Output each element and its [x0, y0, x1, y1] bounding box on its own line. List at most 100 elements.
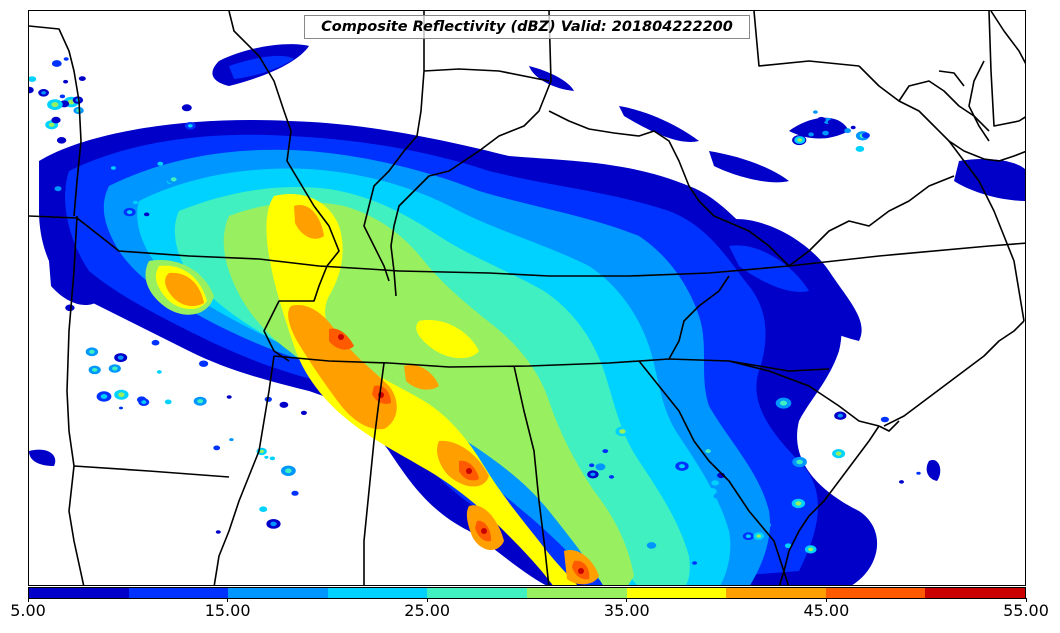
- reflectivity-map: [29, 11, 1025, 585]
- colorbar-segment: [427, 588, 527, 598]
- storm-cell: [51, 60, 62, 67]
- storm-cell: [300, 410, 307, 415]
- scattered-storm-cells: [29, 57, 921, 565]
- storm-cell-core: [619, 429, 626, 434]
- storm-cell: [602, 449, 609, 454]
- colorbar-tick: [227, 598, 229, 602]
- storm-cell-core: [51, 102, 59, 108]
- colorbar-tick-label: 45.00: [803, 601, 850, 620]
- storm-cell-core: [48, 122, 55, 127]
- storm-cell: [827, 119, 837, 125]
- colorbar-segment: [626, 588, 727, 598]
- storm-cell: [65, 304, 75, 312]
- colorbar-segment: [726, 588, 826, 598]
- colorbar-tick-label: 55.00: [1003, 601, 1049, 620]
- storm-cell-core: [705, 449, 711, 453]
- colorbar-tick: [426, 598, 428, 602]
- storm-cell: [132, 200, 138, 205]
- storm-cell-core: [756, 534, 762, 538]
- storm-cell: [151, 339, 160, 346]
- storm-cell: [899, 480, 904, 484]
- colorbar-tick-label: 35.00: [603, 601, 650, 620]
- storm-cell-core: [89, 349, 95, 354]
- storm-cell: [279, 401, 289, 408]
- storm-cell-core: [808, 547, 814, 552]
- storm-cell-core: [797, 138, 803, 142]
- storm-cell: [844, 128, 851, 134]
- storm-cell: [59, 94, 66, 99]
- storm-cell-core: [590, 472, 596, 477]
- colorbar: [28, 587, 1026, 599]
- colorbar-segment: [526, 588, 627, 598]
- state-boundaries: [29, 11, 1025, 585]
- storm-cell: [808, 132, 814, 137]
- storm-cell: [861, 132, 870, 139]
- storm-cell: [813, 110, 818, 114]
- storm-cell: [226, 395, 232, 399]
- storm-cell: [51, 116, 61, 124]
- storm-cell: [916, 471, 921, 475]
- storm-cell: [56, 137, 67, 144]
- storm-cell: [763, 522, 772, 528]
- colorbar-segment: [825, 588, 926, 598]
- storm-cell: [711, 480, 719, 486]
- storm-cell-core: [92, 368, 98, 372]
- storm-cell-core: [197, 399, 204, 404]
- storm-cell-core: [784, 543, 792, 548]
- storm-cell: [213, 445, 221, 451]
- storm-cell-core: [187, 124, 193, 128]
- storm-cell: [807, 122, 815, 128]
- storm-cell-core: [126, 210, 133, 215]
- storm-cell: [608, 475, 615, 479]
- storm-cell: [259, 506, 268, 512]
- storm-cell-core: [835, 451, 842, 456]
- storm-cell-core: [745, 534, 751, 538]
- storm-cell: [291, 490, 299, 496]
- storm-cell-core: [679, 464, 685, 469]
- storm-cell: [215, 530, 221, 534]
- storm-cell: [157, 161, 164, 166]
- colorbar-tick: [1025, 598, 1027, 602]
- storm-cell: [646, 542, 657, 549]
- storm-cell-core: [270, 521, 277, 527]
- storm-cell: [181, 104, 192, 112]
- storm-cell-core: [285, 468, 292, 474]
- colorbar-segment: [327, 588, 428, 598]
- storm-cell-core: [780, 400, 787, 406]
- colorbar-tick-label: 5.00: [10, 601, 46, 620]
- storm-cell: [164, 399, 172, 405]
- colorbar-tick: [626, 598, 628, 602]
- storm-cell: [817, 116, 826, 123]
- storm-cell: [677, 446, 688, 454]
- colorbar-tick: [27, 598, 29, 602]
- map-title: Composite Reflectivity (dBZ) Valid: 2018…: [304, 15, 750, 39]
- storm-cell-core: [141, 400, 147, 404]
- colorbar-tick: [825, 598, 827, 602]
- storm-cell: [63, 57, 69, 61]
- storm-cell-core: [259, 449, 265, 454]
- colorbar-tick-label: 15.00: [204, 601, 251, 620]
- storm-cell: [29, 86, 34, 94]
- storm-cell: [880, 416, 890, 423]
- storm-cell: [78, 76, 86, 81]
- storm-cell: [855, 145, 865, 152]
- storm-cell: [199, 360, 209, 367]
- colorbar-segment: [925, 588, 1025, 598]
- colorbar-segment: [228, 588, 328, 598]
- storm-cell: [29, 76, 37, 82]
- colorbar-tick-label: 25.00: [404, 601, 451, 620]
- storm-cell: [63, 79, 69, 84]
- storm-cell: [269, 456, 276, 461]
- storm-cell: [229, 438, 234, 442]
- reflectivity-field: [29, 44, 1025, 585]
- storm-cell-core: [837, 413, 843, 418]
- storm-cell: [264, 455, 269, 459]
- map-panel: [28, 10, 1026, 586]
- storm-cell-core: [100, 394, 108, 399]
- colorbar-segment: [128, 588, 229, 598]
- storm-cell: [713, 493, 721, 499]
- storm-cell: [144, 212, 150, 217]
- storm-cell-core: [41, 91, 46, 95]
- storm-cell-core: [54, 186, 62, 192]
- storm-cell: [707, 488, 717, 495]
